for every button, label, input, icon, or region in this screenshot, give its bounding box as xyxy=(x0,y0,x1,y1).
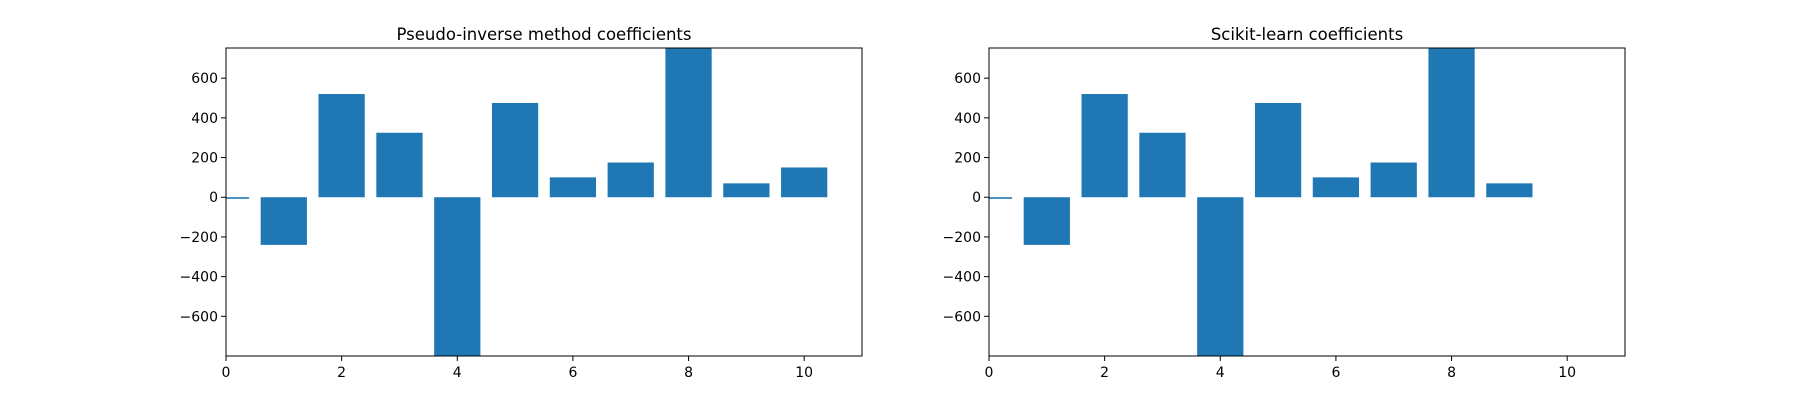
bar-7 xyxy=(1370,162,1417,198)
bar-0 xyxy=(989,197,1013,199)
bar-9 xyxy=(1486,183,1533,198)
y-tick-label: 0 xyxy=(972,190,981,206)
chart-pseudo-inverse: Pseudo-inverse method coefficients 0 2 4 6 8… xyxy=(180,25,863,381)
bar-3 xyxy=(1139,132,1186,198)
bar-9 xyxy=(723,183,770,198)
axis-ticks: 0 2 4 6 8 10 −600 −400 −200 0 200 400 600 xyxy=(180,71,814,381)
x-tick-label: 10 xyxy=(795,365,813,381)
y-tick-label: 200 xyxy=(954,151,981,167)
x-tick-label: 2 xyxy=(1100,365,1109,381)
y-tick-label: 600 xyxy=(191,71,218,87)
bar-2 xyxy=(318,94,365,198)
x-tick-label: 6 xyxy=(568,365,577,381)
bar-2 xyxy=(1081,94,1128,198)
y-tick-label: 200 xyxy=(191,151,218,167)
y-tick-label: −200 xyxy=(180,230,218,246)
y-tick-label: −600 xyxy=(943,309,981,325)
y-tick-label: 0 xyxy=(209,190,218,206)
bars xyxy=(989,48,1533,356)
chart-scikit-learn: Scikit-learn coefficients 0 2 4 6 8 10 −600 −40… xyxy=(943,25,1626,381)
y-tick-label: 400 xyxy=(954,111,981,127)
y-tick-label: −600 xyxy=(180,309,218,325)
axes-frame xyxy=(988,47,1626,357)
x-tick-label: 6 xyxy=(1331,365,1340,381)
bar-5 xyxy=(491,102,539,198)
y-tick-label: −400 xyxy=(180,270,218,286)
x-tick-label: 0 xyxy=(222,365,231,381)
y-tick-label: −200 xyxy=(943,230,981,246)
bar-6 xyxy=(1312,177,1360,198)
bar-10 xyxy=(781,167,828,198)
x-tick-label: 8 xyxy=(1447,365,1456,381)
x-tick-label: 4 xyxy=(453,365,462,381)
bar-1 xyxy=(260,197,307,245)
bar-7 xyxy=(607,162,654,198)
x-tick-label: 10 xyxy=(1558,365,1576,381)
x-tick-label: 0 xyxy=(985,365,994,381)
bar-3 xyxy=(376,132,423,198)
chart-title: Scikit-learn coefficients xyxy=(1211,25,1403,44)
y-tick-label: −400 xyxy=(943,270,981,286)
bars xyxy=(226,48,828,356)
bar-5 xyxy=(1254,102,1302,198)
x-tick-label: 8 xyxy=(684,365,693,381)
axes-frame xyxy=(225,47,863,357)
chart-title: Pseudo-inverse method coefficients xyxy=(397,25,692,44)
y-tick-label: 600 xyxy=(954,71,981,87)
bar-4 xyxy=(1197,197,1244,356)
axis-ticks: 0 2 4 6 8 10 −600 −400 −200 0 200 400 600 xyxy=(943,71,1577,381)
x-tick-label: 2 xyxy=(337,365,346,381)
bar-1 xyxy=(1023,197,1070,245)
bar-8 xyxy=(1428,48,1475,198)
bar-8 xyxy=(665,48,712,198)
x-tick-label: 4 xyxy=(1216,365,1225,381)
bar-0 xyxy=(226,197,250,199)
bar-6 xyxy=(549,177,597,198)
bar-4 xyxy=(434,197,481,356)
y-tick-label: 400 xyxy=(191,111,218,127)
